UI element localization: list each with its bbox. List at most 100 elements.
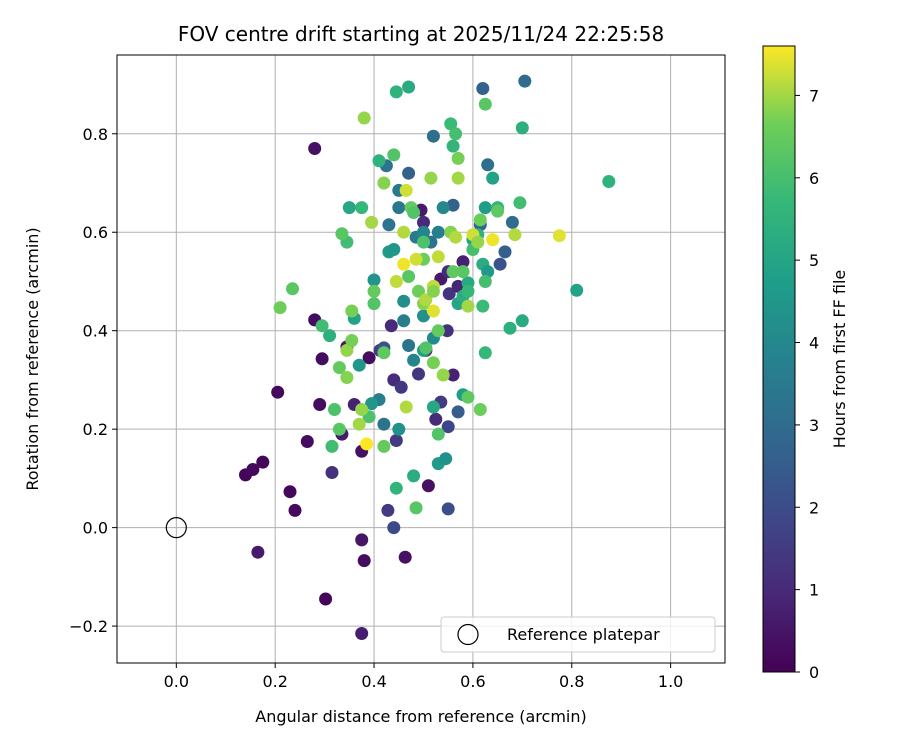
data-point [315,319,329,333]
data-point [441,502,455,516]
data-point [377,439,391,453]
data-point [323,329,337,343]
data-point [431,427,445,441]
data-point [365,397,379,411]
data-point [335,227,349,241]
data-point [442,287,456,301]
reference-point-layer [165,517,187,539]
chart-title: FOV centre drift starting at 2025/11/24 … [178,22,664,46]
data-point [342,201,356,215]
data-point [436,368,450,382]
data-point [412,284,425,298]
data-point [315,352,329,366]
colorbar-tick-label: 3 [809,416,819,435]
y-axis-label: Rotation from reference (arcmin) [23,227,42,490]
y-tick-label: 0.2 [83,420,108,439]
data-point [389,434,403,447]
data-point [449,230,463,244]
data-point [446,198,460,212]
data-point [471,235,485,249]
data-point [446,139,460,153]
y-tick-label: 0.8 [83,125,108,144]
data-point [402,339,416,352]
data-point [481,265,495,279]
x-tick-label: 0.4 [361,672,386,691]
data-point [392,422,406,436]
data-point [355,403,369,416]
data-point [345,304,359,318]
data-point [478,201,492,215]
data-point [389,481,403,495]
data-point [478,275,492,288]
data-point [431,225,445,239]
data-point [355,201,369,215]
reference-point [165,517,187,539]
data-point [382,218,396,232]
data-point [402,80,416,94]
data-point [325,466,339,479]
data-point [570,283,584,297]
data-point [355,627,369,640]
data-point [441,420,455,434]
data-point [367,297,381,311]
data-point [493,257,507,271]
data-point [426,400,440,414]
data-point [513,196,527,210]
data-point [515,121,529,135]
data-point [451,151,465,165]
colorbar: 0 1 2 3 4 5 6 7 Hours from first FF file [762,45,849,682]
data-point [313,398,327,411]
data-point [446,265,460,279]
data-point [345,334,359,347]
data-point [456,255,470,269]
legend-label: Reference platepar [507,625,660,644]
y-tick-label: 0.6 [83,223,108,242]
data-point [357,111,371,125]
data-point [367,284,381,298]
colorbar-tick-label: 6 [809,169,819,188]
y-tick-label: 0.0 [83,519,108,538]
data-point [332,361,346,375]
data-point [288,503,302,517]
data-point [478,346,492,360]
data-point [486,171,500,185]
data-point [362,351,376,365]
legend-marker [457,623,479,646]
x-tick-label: 0.8 [559,672,584,691]
legend-box [440,616,716,653]
data-point [352,417,366,431]
data-point [409,252,423,266]
data-point [256,455,270,469]
data-point [508,228,522,242]
data-point [409,501,423,515]
data-point [461,390,475,404]
data-point [491,204,505,218]
data-point [444,117,458,131]
data-point [389,85,403,99]
data-point [473,403,487,416]
data-point [399,400,413,414]
y-axis-ticks: −0.2 0.0 0.2 0.4 0.6 0.8 [69,125,117,636]
data-point [421,479,435,493]
data-point [429,412,443,426]
x-tick-label: 0.0 [164,672,189,691]
data-point [377,346,391,360]
data-point [498,245,512,259]
data-point [426,356,440,370]
data-point [365,215,379,229]
data-point [426,304,440,318]
y-tick-label: −0.2 [69,617,108,636]
data-point [412,367,425,381]
data-point [387,521,401,535]
data-point [387,243,401,256]
data-point [552,229,566,243]
data-point [417,225,430,239]
data-point [332,422,346,436]
data-point [407,353,421,367]
data-point [283,485,297,499]
data-point [451,405,465,419]
data-point [439,452,453,466]
data-point [473,213,487,227]
data-point [273,301,287,315]
